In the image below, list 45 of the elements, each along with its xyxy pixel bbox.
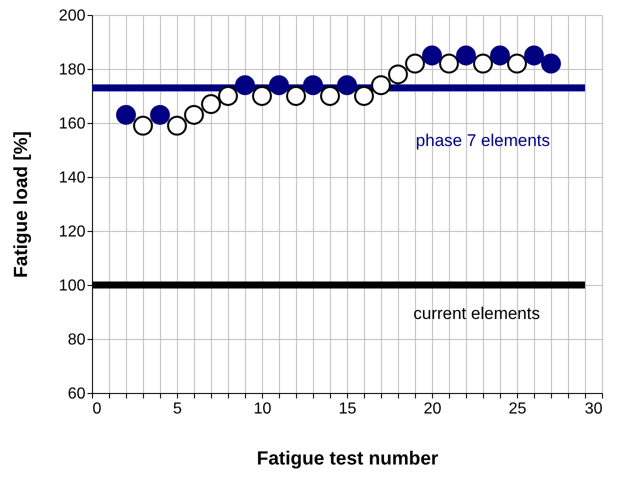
x-tick-label: 30 [584, 400, 603, 418]
y-tick-label: 80 [68, 332, 86, 348]
point [371, 75, 391, 96]
x-tick-label: 5 [173, 400, 182, 418]
point [490, 46, 510, 66]
series-label: current elements [413, 304, 540, 323]
point [150, 104, 170, 125]
point [439, 54, 459, 74]
point [269, 75, 289, 96]
x-tick-label: 25 [508, 400, 526, 418]
point [388, 64, 408, 84]
point [303, 75, 323, 96]
point [337, 75, 357, 96]
point [320, 86, 340, 106]
point [541, 54, 561, 74]
point [422, 46, 442, 66]
y-tick-label: 120 [58, 224, 86, 240]
y-tick-label: 160 [58, 116, 86, 132]
y-tick-label: 140 [58, 170, 86, 186]
x-tick-label: 0 [92, 400, 102, 418]
point [524, 46, 544, 66]
point [184, 104, 204, 125]
text: phase 7 elements [416, 130, 550, 150]
point [133, 116, 153, 136]
point [507, 54, 527, 74]
point [218, 86, 238, 106]
x-axis-title: Fatigue test number [256, 448, 439, 470]
point [235, 75, 255, 96]
y-tick-label: 60 [68, 386, 86, 402]
x-tick-label: 20 [424, 400, 442, 418]
y-axis-title: Fatigue load [%] [10, 131, 32, 278]
y-tick-label: 100 [58, 278, 86, 294]
point [473, 54, 493, 74]
point [456, 46, 476, 66]
point [286, 86, 306, 106]
point [167, 116, 187, 136]
point [405, 54, 425, 74]
y-tick-label: 180 [58, 62, 86, 78]
x-tick-label: 15 [338, 400, 356, 418]
point [201, 94, 221, 114]
y-tick-label: 200 [58, 8, 86, 24]
point [354, 86, 374, 106]
point [116, 104, 136, 125]
x-tick-label: 10 [254, 400, 272, 418]
point [252, 86, 272, 106]
